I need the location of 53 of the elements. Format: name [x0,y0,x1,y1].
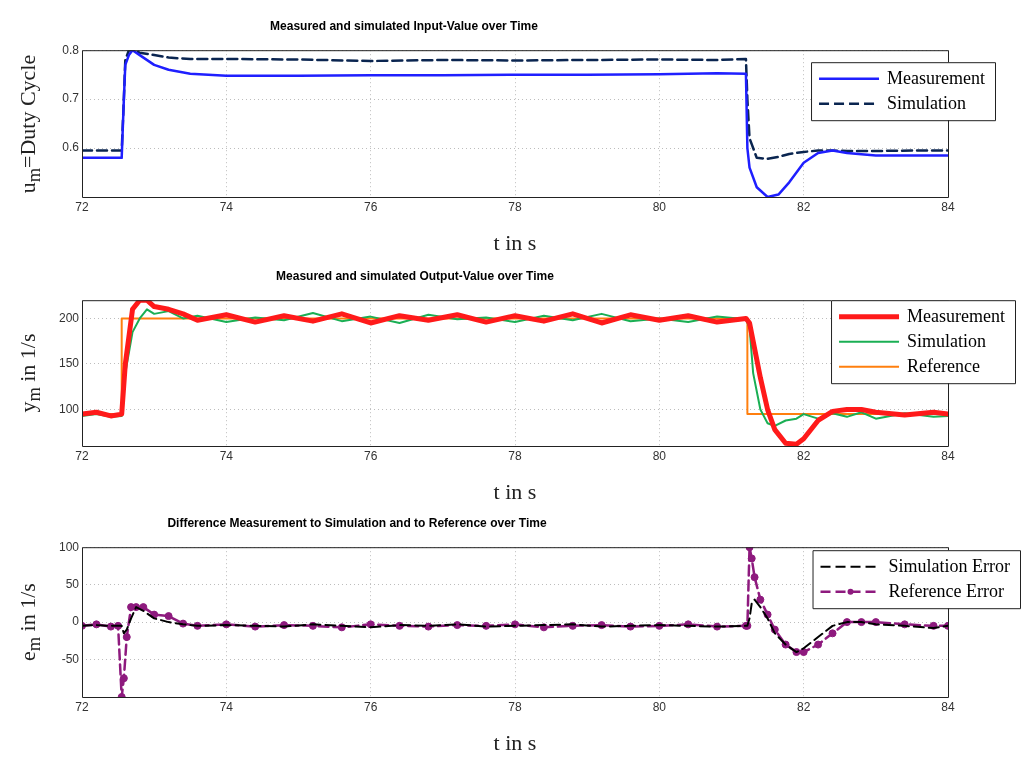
y-tick-label: 100 [58,539,80,554]
x-tick-label: 84 [941,199,955,214]
legend-label: Reference Error [888,581,1004,602]
legend-label: Simulation [887,93,967,114]
y-tick-label: 100 [58,401,80,416]
chart-title: Measured and simulated Input-Value over Time [269,19,539,33]
x-tick-label: 82 [796,199,811,214]
point [747,554,756,563]
x-tick-label: 82 [796,699,811,714]
y-tick-label: 0 [72,614,80,629]
x-tick-label: 72 [75,448,89,463]
x-tick-label: 78 [508,448,522,463]
legend-label: Simulation [907,331,987,352]
chart-title: Measured and simulated Output-Value over Time [275,269,555,283]
legend-label: Simulation Error [888,556,1011,577]
x-tick-label: 80 [652,199,667,214]
x-tick-label: 74 [219,199,234,214]
x-tick-label: 74 [219,699,234,714]
x-axis-title: t in s [492,730,538,756]
point [799,648,808,657]
x-tick-label: 80 [652,448,667,463]
x-tick-label: 72 [75,699,89,714]
point [828,629,837,638]
chart-title: Difference Measurement to Simulation and to Reference over Time [166,516,548,530]
x-tick-label: 78 [508,699,522,714]
point [750,573,759,582]
x-tick-label: 84 [941,448,955,463]
y-tick-label: 0.6 [62,140,80,155]
x-tick-label: 78 [508,199,522,214]
y-tick-label: 150 [58,356,80,371]
y-tick-label: 200 [58,310,80,325]
legend-label: Reference [907,356,980,377]
point [814,640,823,649]
point [756,595,765,604]
x-tick-label: 84 [941,699,955,714]
x-tick-label: 76 [363,699,378,714]
point [122,633,131,642]
x-tick-label: 74 [219,448,234,463]
legend-label: Measurement [887,68,986,89]
x-axis-title: t in s [492,230,538,256]
x-tick-label: 72 [75,199,89,214]
x-tick-label: 80 [652,699,667,714]
x-axis-title: t in s [492,479,538,505]
point [119,674,128,683]
x-tick-label: 82 [796,448,811,463]
x-tick-label: 76 [363,199,378,214]
x-tick-label: 76 [363,448,378,463]
y-tick-label: 50 [65,576,80,591]
y-tick-label: 0.7 [62,91,80,106]
legend-label: Measurement [907,306,1006,327]
y-tick-label: -50 [61,651,80,666]
y-tick-label: 0.8 [62,42,80,57]
point [164,612,173,621]
